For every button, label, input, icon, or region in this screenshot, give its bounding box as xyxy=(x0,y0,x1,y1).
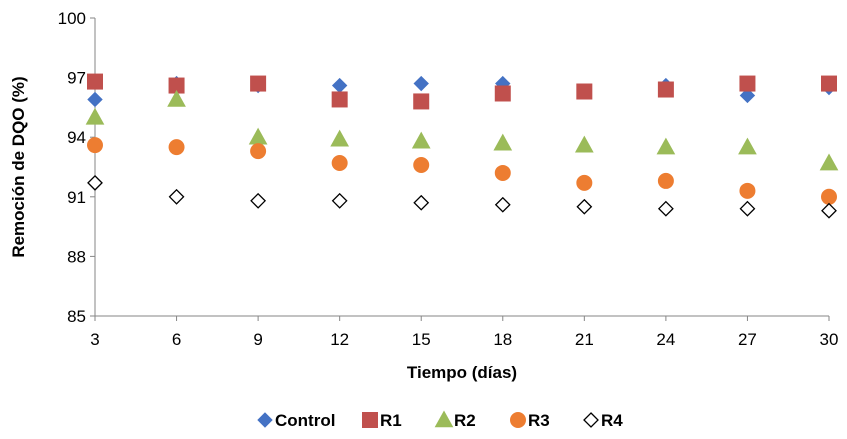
data-point-r1 xyxy=(739,75,756,92)
legend-label: R3 xyxy=(528,411,550,430)
data-point-r1 xyxy=(331,91,348,108)
data-point-r4 xyxy=(331,192,348,209)
data-point-r1 xyxy=(657,81,674,98)
data-point-r4 xyxy=(576,198,593,215)
x-tick-label: 24 xyxy=(656,330,675,349)
data-point-r1 xyxy=(87,73,103,90)
legend-marker-r3 xyxy=(510,412,526,428)
y-tick-label: 100 xyxy=(58,9,86,28)
x-tick-label: 6 xyxy=(172,330,181,349)
data-point-r4 xyxy=(87,174,103,191)
data-point-r1 xyxy=(576,83,593,100)
data-point-r3 xyxy=(494,164,511,181)
legend-label: R4 xyxy=(601,411,623,430)
data-point-r2 xyxy=(167,89,186,107)
data-point-r2 xyxy=(574,135,594,153)
data-point-r4 xyxy=(250,192,267,209)
legend-item-r2: R2 xyxy=(434,410,476,430)
legend-marker-r1 xyxy=(362,412,378,428)
data-point-r2 xyxy=(330,129,350,147)
data-point-r2 xyxy=(656,137,676,155)
x-tick-label: 27 xyxy=(738,330,757,349)
data-point-r2 xyxy=(411,131,431,149)
data-point-r4 xyxy=(494,196,511,213)
data-point-r3 xyxy=(331,155,348,172)
data-point-r3 xyxy=(87,137,103,154)
data-point-r1 xyxy=(494,85,511,102)
y-axis: 85 88 91 94 97 100 xyxy=(58,9,96,326)
y-tick-label: 94 xyxy=(67,128,86,147)
series-r3 xyxy=(87,137,837,205)
plot-points xyxy=(85,73,839,219)
x-tick-label: 18 xyxy=(493,330,512,349)
legend-label: Control xyxy=(275,411,335,430)
legend-marker-control xyxy=(257,412,273,428)
series-r4 xyxy=(87,174,837,219)
data-point-r2 xyxy=(819,153,839,171)
x-tick-label: 21 xyxy=(575,330,594,349)
y-tick-label: 85 xyxy=(67,307,86,326)
data-point-r4 xyxy=(821,202,837,219)
legend: Control R1 R2 R3 R4 xyxy=(257,410,623,430)
data-point-r3 xyxy=(657,172,674,189)
data-point-r1 xyxy=(250,75,267,92)
x-tick-label: 12 xyxy=(330,330,349,349)
data-point-r2 xyxy=(738,137,757,155)
data-point-r3 xyxy=(168,139,185,156)
legend-marker-r2 xyxy=(434,410,454,428)
y-tick-label: 97 xyxy=(67,69,86,88)
legend-item-r1: R1 xyxy=(362,411,402,430)
data-point-r4 xyxy=(657,200,674,217)
data-point-control xyxy=(739,87,756,104)
series-control xyxy=(87,75,837,108)
legend-label: R1 xyxy=(380,411,402,430)
legend-item-r4: R4 xyxy=(583,411,623,430)
x-tick-label: 9 xyxy=(253,330,262,349)
legend-item-control: Control xyxy=(257,411,335,430)
data-point-r1 xyxy=(821,75,837,92)
data-point-r4 xyxy=(739,200,756,217)
legend-item-r3: R3 xyxy=(510,411,550,430)
series-r1 xyxy=(87,73,837,110)
data-point-r2 xyxy=(248,127,268,145)
y-tick-label: 88 xyxy=(67,247,86,266)
data-point-control xyxy=(413,75,429,92)
y-tick-label: 91 xyxy=(67,188,86,207)
data-point-r3 xyxy=(576,174,593,191)
data-point-control xyxy=(331,77,348,94)
x-axis: 3 6 9 12 15 18 21 24 27 30 xyxy=(90,315,839,349)
data-point-r2 xyxy=(85,107,105,125)
data-point-r3 xyxy=(821,188,837,205)
series-r2 xyxy=(85,89,839,171)
data-point-r3 xyxy=(250,143,267,160)
data-point-r4 xyxy=(413,194,430,211)
data-point-r2 xyxy=(493,133,513,151)
legend-label: R2 xyxy=(454,411,476,430)
data-point-control xyxy=(87,91,103,108)
x-tick-label: 15 xyxy=(412,330,431,349)
data-point-r4 xyxy=(168,188,185,205)
data-point-r1 xyxy=(413,93,430,110)
x-axis-title: Tiempo (días) xyxy=(407,363,517,382)
x-tick-label: 30 xyxy=(820,330,839,349)
y-axis-title: Remoción de DQO (%) xyxy=(9,76,28,257)
legend-marker-r4 xyxy=(583,412,599,428)
data-point-r3 xyxy=(413,157,430,174)
data-point-r3 xyxy=(739,182,756,199)
x-tick-label: 3 xyxy=(90,330,99,349)
